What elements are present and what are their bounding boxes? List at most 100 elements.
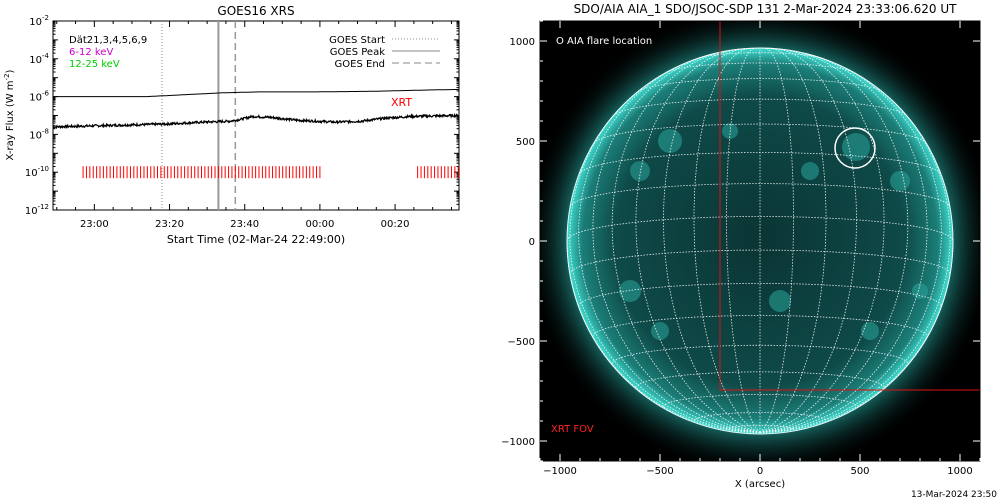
y-tick-label: 0: [529, 237, 535, 248]
legend-right-label: GOES Start: [329, 35, 385, 46]
active-regions: [619, 123, 928, 340]
active-region: [658, 129, 682, 153]
grid-line: [663, 48, 761, 433]
aia-legend: O AIA flare location: [556, 36, 652, 47]
grid-line: [698, 52, 822, 59]
active-region: [842, 133, 870, 161]
goes-chart-title: GOES16 XRS: [217, 4, 294, 18]
flare-location-marker: [834, 127, 876, 169]
grid-line: [569, 87, 761, 433]
active-region: [619, 280, 641, 302]
grid-line: [759, 50, 909, 433]
goes-x-axis-label: Start Time (02-Mar-24 22:49:00): [167, 233, 345, 246]
grid-line: [635, 48, 761, 433]
goes-event-lines: [161, 21, 237, 210]
grid-line: [593, 123, 927, 144]
legend-left-entry: 6-12 keV: [69, 47, 113, 58]
aia-plot-frame: [539, 20, 981, 462]
grid-line: [759, 240, 954, 433]
y-tick-base: 10: [25, 168, 38, 179]
x-tick-label: 23:20: [155, 219, 184, 230]
active-region: [801, 162, 819, 180]
active-region: [722, 123, 738, 139]
grid-line: [578, 152, 942, 175]
x-tick-label: −1000: [543, 466, 577, 477]
grid-line: [759, 48, 885, 433]
sun-disk: [567, 48, 953, 434]
grid-line: [759, 87, 951, 433]
aia-chart-title: SDO/AIA AIA_1 SDO/JSOC-SDP 131 2-Mar-202…: [574, 2, 958, 16]
y-tick-label: 10-8: [29, 127, 49, 141]
grid-line: [569, 183, 951, 208]
grid-line: [569, 249, 951, 275]
y-tick-label: 500: [516, 137, 535, 148]
active-region: [651, 322, 669, 340]
grid-line: [592, 315, 928, 337]
heliographic-grid: [566, 47, 954, 435]
grid-line: [637, 78, 883, 92]
goes-series-line: [53, 88, 460, 98]
xrt-annotation: XRT: [391, 96, 412, 109]
grid-line: [566, 216, 954, 242]
y-tick-base: 10: [29, 93, 42, 104]
y-tick-exponent: -12: [38, 203, 49, 211]
x-tick-label: −500: [646, 466, 673, 477]
grid-line: [693, 412, 827, 421]
grid-line: [611, 50, 761, 433]
goes-y-axis-label: X-ray Flux (W m-2): [3, 69, 16, 160]
goes-plot-frame: [52, 20, 460, 211]
grid-line: [693, 47, 761, 433]
aia-axes: −1000 −500 0 500 1000 1000 500 0 −500 −1000: [501, 20, 981, 477]
goes-coverage-bars: [82, 166, 459, 179]
grid-line: [578, 60, 761, 433]
y-tick-label: 1000: [510, 37, 535, 48]
limb-outline: [566, 47, 954, 435]
x-tick-label: 23:40: [230, 219, 259, 230]
grid-line: [759, 53, 928, 433]
aia-x-axis-label: X (arcsec): [735, 479, 785, 490]
x-tick-label: 00:00: [305, 219, 334, 230]
active-region: [890, 171, 910, 191]
x-tick-label: 500: [850, 466, 869, 477]
y-tick-label: 10-4: [29, 52, 49, 66]
x-tick-label: 0: [757, 466, 763, 477]
grid-line: [592, 53, 761, 433]
y-tick-label: −500: [508, 337, 535, 348]
y-tick-exponent: -10: [38, 165, 49, 173]
goes-series-line: [52, 112, 459, 130]
y-tick-exponent: -2: [42, 14, 49, 22]
grid-line: [759, 47, 794, 433]
xrt-fov-label: XRT FOV: [551, 424, 594, 435]
active-region: [912, 283, 928, 299]
grid-line: [611, 344, 909, 365]
y-tick-label: 10-10: [25, 165, 49, 179]
grid-line: [726, 424, 794, 430]
x-tick-label: 23:00: [80, 219, 109, 230]
legend-left-entry: Dät21,3,4,5,6,9: [69, 35, 147, 46]
legend-right-label: GOES End: [335, 59, 385, 70]
y-tick-label: −1000: [501, 437, 535, 448]
y-tick-base: 10: [25, 206, 38, 217]
y-tick-label: 10-2: [29, 14, 49, 28]
y-tick-base: 10: [29, 130, 42, 141]
x-tick-label: 1000: [947, 466, 972, 477]
y-tick-exponent: -8: [42, 127, 49, 135]
y-tick-exponent: -6: [42, 90, 50, 98]
sun-corona: [540, 21, 980, 461]
y-tick-label: 10-12: [25, 203, 49, 217]
y-tick-base: 10: [29, 55, 42, 66]
grid-line: [737, 47, 783, 50]
grid-line: [726, 47, 761, 433]
grid-line: [566, 240, 761, 433]
y-tick-exponent: -4: [42, 52, 50, 60]
xrt-fov-box: [719, 21, 980, 391]
y-tick-base: 10: [29, 17, 42, 28]
active-region: [861, 322, 879, 340]
grid-line: [635, 371, 885, 388]
grid-line: [759, 60, 942, 433]
y-tick-label: 10-6: [29, 90, 49, 104]
legend-right-label: GOES Peak: [330, 47, 385, 58]
grid-line: [666, 62, 854, 73]
